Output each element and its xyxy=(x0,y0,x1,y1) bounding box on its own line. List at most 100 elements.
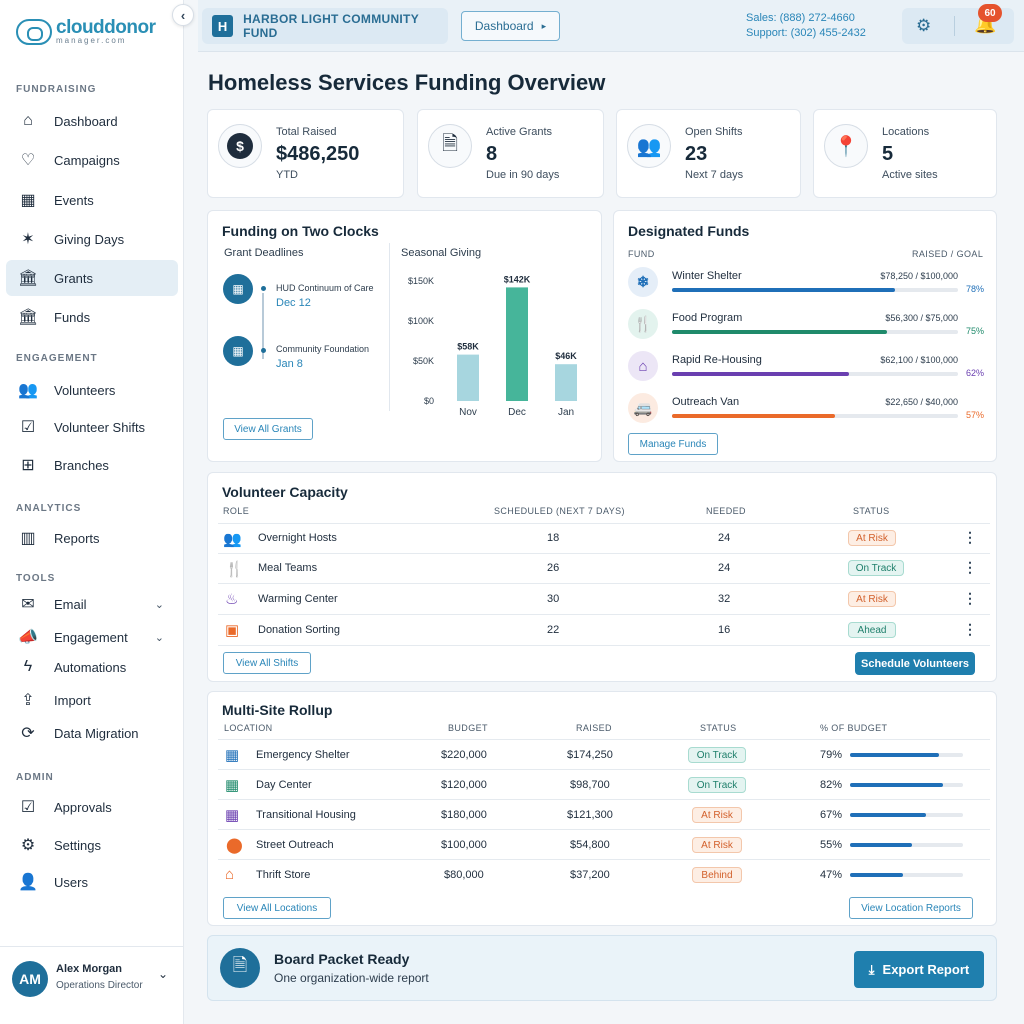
chevron-down-icon[interactable]: ⌄ xyxy=(158,967,169,981)
support-phone[interactable]: Support: (302) 455-2432 xyxy=(746,27,866,39)
view-all-shifts-button[interactable]: View All Shifts xyxy=(223,652,311,674)
sidebar-item-label: Data Migration xyxy=(54,725,139,741)
user-menu[interactable]: AM Alex Morgan Operations Director ⌄ xyxy=(0,946,184,1024)
people-icon: 👥 xyxy=(223,531,242,548)
column-header: LOCATION xyxy=(224,723,273,733)
avatar: AM xyxy=(12,961,48,997)
sidebar-item-label: Giving Days xyxy=(54,231,125,247)
sidebar-item-label: Volunteers xyxy=(54,382,116,398)
multi-site-rollup-card: Multi-Site Rollup LOCATION BUDGET RAISED… xyxy=(207,691,997,926)
view-all-grants-button[interactable]: View All Grants xyxy=(223,418,313,440)
sidebar-item-events[interactable]: ▦ Events xyxy=(6,182,178,218)
brand-word: clouddonor xyxy=(56,17,156,38)
card-title: Funding on Two Clocks xyxy=(222,223,379,239)
sidebar-item-funds[interactable]: 🏛 Funds xyxy=(6,299,178,335)
deadline-name: Community Foundation xyxy=(276,344,370,354)
sidebar-item-approvals[interactable]: ☑ Approvals xyxy=(6,789,178,825)
divider xyxy=(218,553,990,554)
column-header: FUND xyxy=(628,249,655,259)
page-title: Homeless Services Funding Overview xyxy=(208,70,606,95)
column-header: NEEDED xyxy=(706,506,746,516)
sidebar-item-reports[interactable]: ▥ Reports xyxy=(6,520,178,556)
sidebar-item-email[interactable]: ✉ Email ⌄ xyxy=(6,586,178,622)
budget-value: $80,000 xyxy=(444,869,484,881)
section-admin: ADMIN xyxy=(16,772,54,783)
stat-label: Open Shifts xyxy=(685,126,743,138)
fund-progress-fill xyxy=(672,288,896,292)
budget-progress-fill xyxy=(850,783,943,787)
column-header: % OF BUDGET xyxy=(820,723,888,733)
scheduled-count: 30 xyxy=(547,593,560,605)
bank-icon: 🏛 xyxy=(18,270,39,287)
location-name: Thrift Store xyxy=(256,869,311,881)
bar-data-label: $58K xyxy=(457,342,479,352)
sidebar-item-dashboard[interactable]: ⌂ Dashboard xyxy=(6,103,178,139)
top-icon-group: ⚙ 🔔 60 xyxy=(902,4,1014,44)
collapse-sidebar-button[interactable]: ‹ xyxy=(172,4,194,26)
location-name: Day Center xyxy=(256,779,312,791)
stat-sub: Due in 90 days xyxy=(486,169,560,181)
y-tick-label: $100K xyxy=(408,316,434,326)
more-options-icon[interactable]: ⋮ xyxy=(963,590,977,606)
sidebar: clouddonor manager.com FUNDRAISING ⌂ Dash… xyxy=(0,0,184,1024)
gear-icon[interactable]: ⚙ xyxy=(916,16,932,35)
y-tick-label: $50K xyxy=(413,356,434,366)
percent-value: 47% xyxy=(820,869,843,881)
schedule-volunteers-button[interactable]: Schedule Volunteers xyxy=(855,652,975,675)
export-report-button[interactable]: ⤓ Export Report xyxy=(854,951,984,988)
sidebar-item-engagement[interactable]: 📣 Engagement ⌄ xyxy=(6,619,178,655)
dashboard-button[interactable]: Dashboard ▸ xyxy=(461,11,560,41)
sidebar-item-data-migration[interactable]: ⟳ Data Migration xyxy=(6,715,178,751)
divider xyxy=(218,739,990,740)
sidebar-item-settings[interactable]: ⚙ Settings xyxy=(6,827,178,863)
sales-phone[interactable]: Sales: (888) 272-4660 xyxy=(746,12,855,24)
heart-hand-icon: ♡ xyxy=(20,152,36,169)
sidebar-item-import[interactable]: ⇪ Import xyxy=(6,682,178,718)
budget-progress xyxy=(850,783,963,787)
sidebar-item-volunteer-shifts[interactable]: ☑ Volunteer Shifts xyxy=(6,409,178,445)
sync-icon: ⟳ xyxy=(21,725,35,742)
chevron-down-icon[interactable]: ⌄ xyxy=(154,598,164,611)
stat-label: Locations xyxy=(882,126,930,138)
needed-count: 24 xyxy=(718,532,731,544)
chevron-down-icon[interactable]: ⌄ xyxy=(154,631,164,644)
export-report-label: Export Report xyxy=(882,962,970,977)
brand-domain: manager.com xyxy=(56,36,127,45)
budget-value: $100,000 xyxy=(441,839,487,851)
percent-value: 55% xyxy=(820,839,843,851)
utensils-icon: 🍴 xyxy=(628,309,658,339)
sidebar-item-branches[interactable]: ⊞ Branches xyxy=(6,447,178,483)
manage-funds-button[interactable]: Manage Funds xyxy=(628,433,718,455)
sidebar-item-users[interactable]: 👤 Users xyxy=(6,864,178,900)
status-badge: At Risk xyxy=(692,807,742,823)
stat-value: 23 xyxy=(685,143,708,165)
section-analytics: ANALYTICS xyxy=(16,503,82,514)
brand-logo[interactable]: clouddonor manager.com xyxy=(16,17,156,45)
store-icon: ⌂ xyxy=(225,866,235,883)
more-options-icon[interactable]: ⋮ xyxy=(963,559,977,575)
more-options-icon[interactable]: ⋮ xyxy=(963,621,977,637)
divider xyxy=(218,523,990,524)
more-options-icon[interactable]: ⋮ xyxy=(963,529,977,545)
sidebar-item-automations[interactable]: ϟ Automations xyxy=(6,649,178,685)
user-role: Operations Director xyxy=(56,980,143,991)
sidebar-item-giving-days[interactable]: ✶ Giving Days xyxy=(6,221,178,257)
people-icon: 👥 xyxy=(627,124,671,168)
status-badge: Ahead xyxy=(848,622,896,638)
sidebar-item-volunteers[interactable]: 👥 Volunteers xyxy=(6,372,178,408)
section-tools: TOOLS xyxy=(16,573,56,584)
role-name: Meal Teams xyxy=(258,562,318,574)
view-all-locations-button[interactable]: View All Locations xyxy=(223,897,331,919)
org-switcher[interactable]: H HARBOR LIGHT COMMUNITY FUND xyxy=(202,8,448,44)
divider xyxy=(954,16,955,36)
dollar-icon: $ xyxy=(218,124,262,168)
divider xyxy=(218,614,990,615)
budget-progress-fill xyxy=(850,873,904,877)
y-tick-label: $0 xyxy=(424,396,434,406)
people-icon: 👥 xyxy=(18,382,38,399)
stat-sub: Next 7 days xyxy=(685,169,744,181)
sidebar-item-campaigns[interactable]: ♡ Campaigns xyxy=(6,142,178,178)
view-location-reports-button[interactable]: View Location Reports xyxy=(849,897,973,919)
sidebar-item-grants[interactable]: 🏛 Grants xyxy=(6,260,178,296)
banner-subtitle: One organization-wide report xyxy=(274,971,429,985)
